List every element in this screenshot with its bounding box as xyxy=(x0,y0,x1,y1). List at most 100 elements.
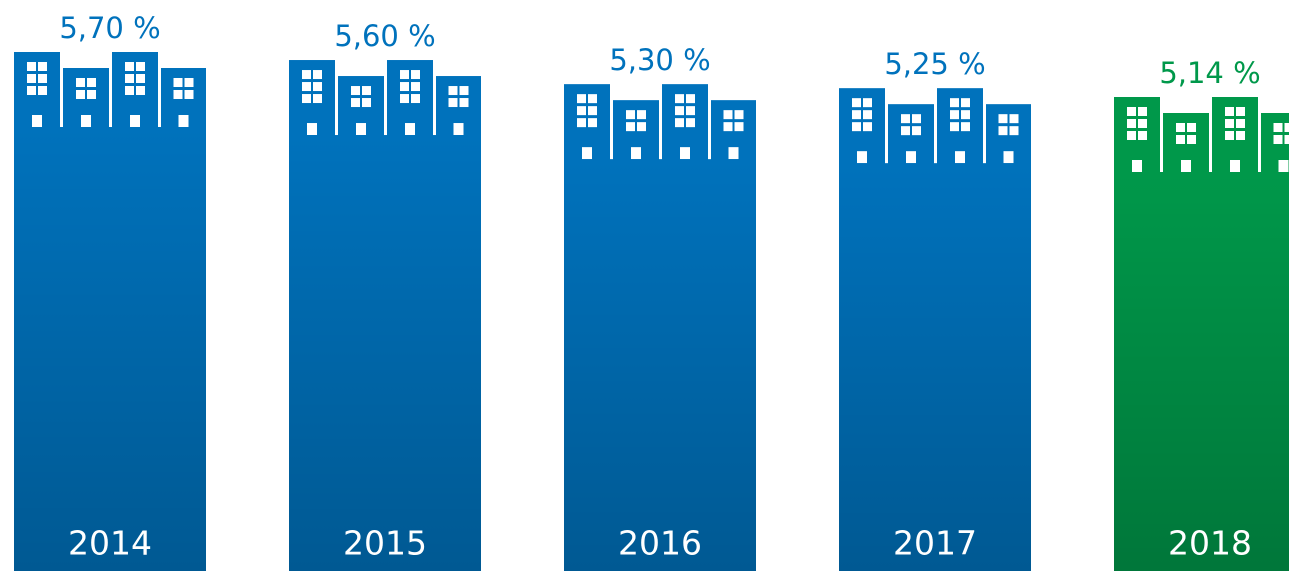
window xyxy=(400,82,409,91)
window xyxy=(1225,119,1234,128)
window xyxy=(1010,114,1019,123)
bar xyxy=(1114,97,1289,571)
window xyxy=(950,98,959,107)
window xyxy=(1138,107,1147,116)
door xyxy=(32,115,42,127)
window xyxy=(686,106,695,115)
window xyxy=(76,78,85,87)
window xyxy=(1285,123,1289,132)
window xyxy=(185,90,194,99)
window xyxy=(174,78,183,87)
window xyxy=(577,94,586,103)
window xyxy=(1236,131,1245,140)
value-label: 5,14 % xyxy=(1159,56,1260,90)
door xyxy=(1279,160,1289,172)
window xyxy=(302,70,311,79)
window xyxy=(1138,131,1147,140)
window xyxy=(1236,107,1245,116)
window xyxy=(1236,119,1245,128)
window xyxy=(313,94,322,103)
window xyxy=(38,74,47,83)
window xyxy=(675,118,684,127)
window xyxy=(174,90,183,99)
window xyxy=(460,98,469,107)
window xyxy=(400,70,409,79)
window xyxy=(863,98,872,107)
window xyxy=(400,94,409,103)
window xyxy=(1285,135,1289,144)
window xyxy=(1225,131,1234,140)
door xyxy=(582,147,592,159)
door xyxy=(179,115,189,127)
door xyxy=(454,123,464,135)
bar-shade xyxy=(564,159,756,571)
window xyxy=(87,90,96,99)
window xyxy=(136,62,145,71)
value-label: 5,25 % xyxy=(884,47,985,81)
window xyxy=(302,82,311,91)
door xyxy=(1132,160,1142,172)
value-label: 5,60 % xyxy=(334,19,435,53)
window xyxy=(863,110,872,119)
window xyxy=(577,106,586,115)
bar xyxy=(839,88,1031,571)
category-label: 2014 xyxy=(68,524,152,563)
door xyxy=(729,147,739,159)
window xyxy=(185,78,194,87)
window xyxy=(1274,135,1283,144)
door xyxy=(631,147,641,159)
window xyxy=(735,110,744,119)
window xyxy=(912,114,921,123)
window xyxy=(1274,123,1283,132)
door xyxy=(405,123,415,135)
value-label: 5,70 % xyxy=(59,11,160,45)
window xyxy=(675,106,684,115)
door xyxy=(1181,160,1191,172)
window xyxy=(27,74,36,83)
bar xyxy=(564,84,756,571)
window xyxy=(961,122,970,131)
window xyxy=(351,98,360,107)
window xyxy=(961,110,970,119)
door xyxy=(680,147,690,159)
bar-shade xyxy=(839,163,1031,571)
window xyxy=(1225,107,1234,116)
window xyxy=(626,122,635,131)
door xyxy=(1230,160,1240,172)
window xyxy=(351,86,360,95)
window xyxy=(961,98,970,107)
page: 5,70 %20145,60 %20155,30 %20165,25 %2017… xyxy=(0,0,1289,571)
window xyxy=(577,118,586,127)
window xyxy=(950,122,959,131)
window xyxy=(87,78,96,87)
window xyxy=(901,126,910,135)
value-label: 5,30 % xyxy=(609,43,710,77)
window xyxy=(362,86,371,95)
window xyxy=(852,122,861,131)
category-label: 2018 xyxy=(1168,524,1252,563)
window xyxy=(136,86,145,95)
window xyxy=(735,122,744,131)
door xyxy=(307,123,317,135)
window xyxy=(912,126,921,135)
window xyxy=(1127,119,1136,128)
category-label: 2016 xyxy=(618,524,702,563)
window xyxy=(38,86,47,95)
window xyxy=(637,122,646,131)
door xyxy=(356,123,366,135)
window xyxy=(686,94,695,103)
window xyxy=(1176,123,1185,132)
window xyxy=(637,110,646,119)
window xyxy=(588,94,597,103)
window xyxy=(136,74,145,83)
bar-shade xyxy=(1114,172,1289,571)
window xyxy=(313,82,322,91)
window xyxy=(724,110,733,119)
window xyxy=(1127,131,1136,140)
window xyxy=(76,90,85,99)
window xyxy=(449,98,458,107)
window xyxy=(411,94,420,103)
window xyxy=(901,114,910,123)
window xyxy=(852,110,861,119)
door xyxy=(81,115,91,127)
